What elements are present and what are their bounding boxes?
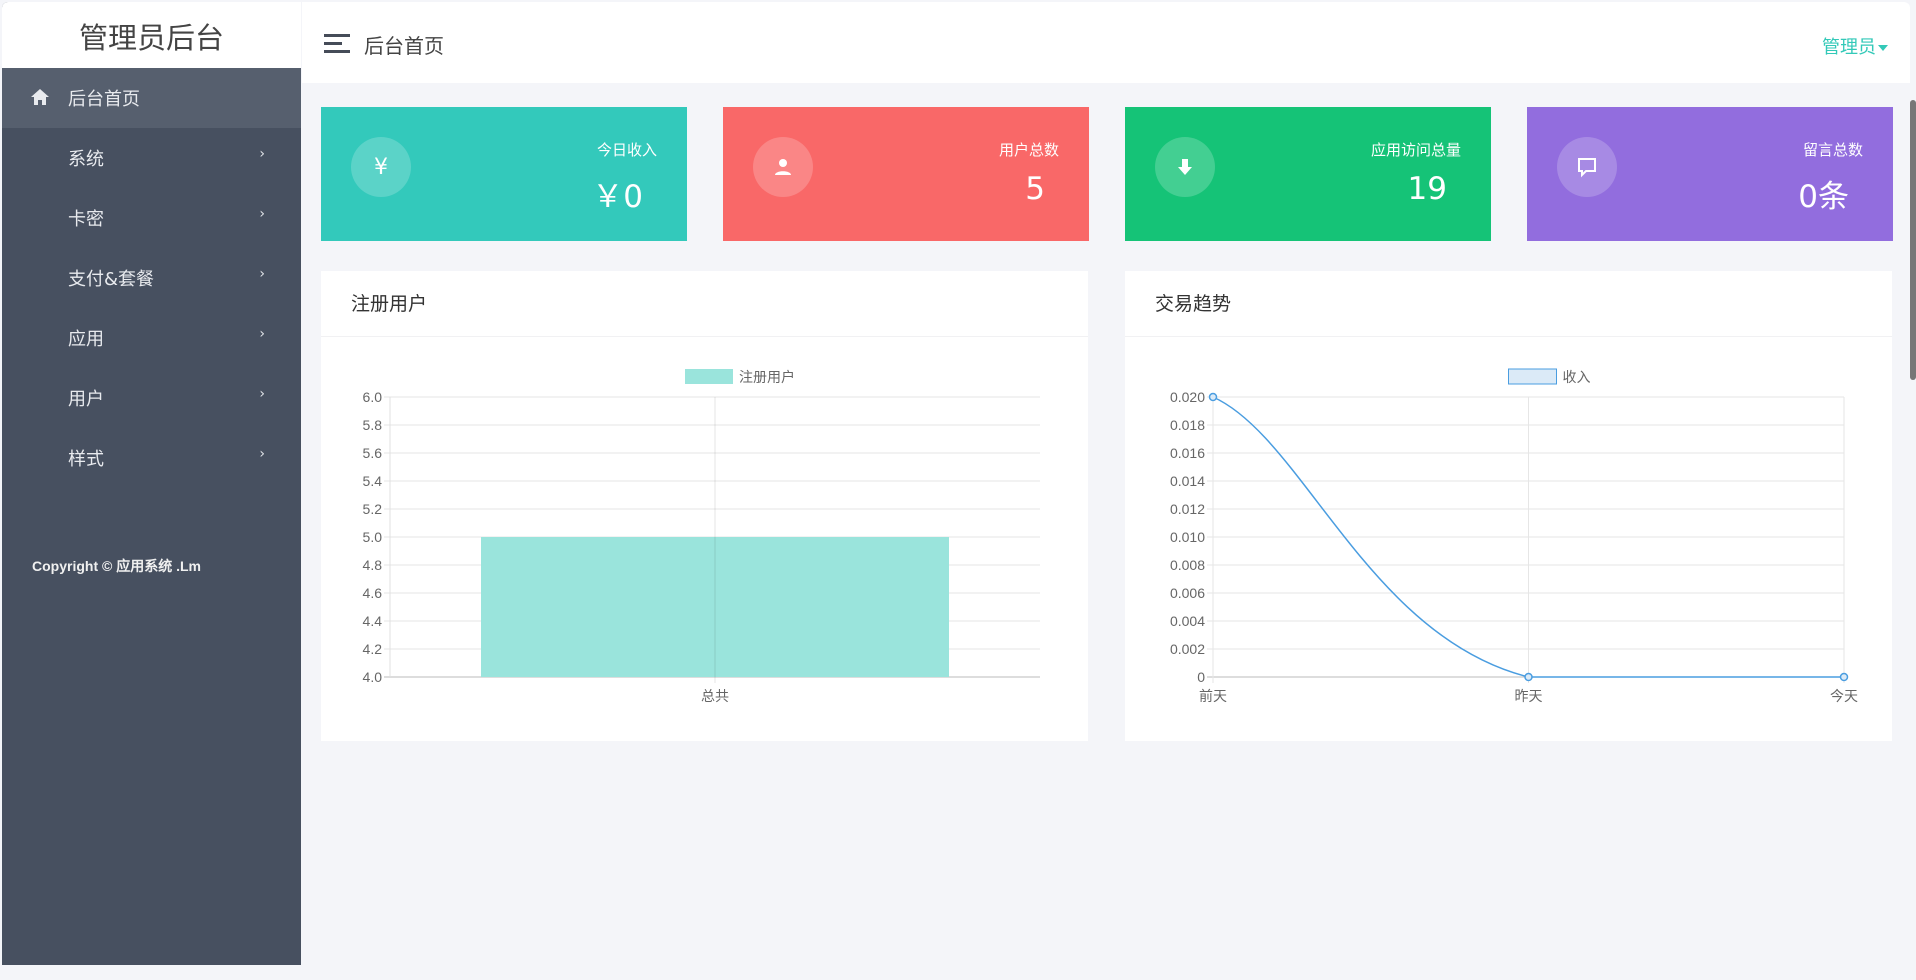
x-tick-label: 总共 [701, 688, 729, 704]
transaction-trend-panel: 交易趋势 0.020 0.018 0.016 0.014 0.012 0.010 0.008… [1125, 271, 1892, 741]
panel-title: 注册用户 [321, 271, 1088, 337]
download-icon [1155, 137, 1215, 197]
y-tick-label: 4.4 [363, 613, 383, 629]
home-icon [31, 89, 49, 105]
sidebar-item-cards[interactable]: 卡密 › [2, 188, 301, 248]
stat-card-income: ¥ 今日收入 ￥0 [321, 107, 687, 241]
x-tick-label: 前天 [1199, 688, 1227, 704]
data-point [1839, 672, 1849, 682]
user-dropdown[interactable]: 管理员 [1822, 33, 1888, 59]
sidebar-item-label: 样式 [68, 449, 104, 470]
y-tick-label: 0.020 [1170, 389, 1205, 405]
y-tick-label: 0.002 [1170, 641, 1205, 657]
y-tick-label: 0.018 [1170, 417, 1205, 433]
sidebar-item-styles[interactable]: 样式 › [2, 428, 301, 488]
panel-title: 交易趋势 [1125, 271, 1892, 337]
chevron-right-icon: › [259, 446, 265, 462]
stat-label: 留言总数 [1802, 141, 1863, 159]
bar [481, 537, 949, 677]
caret-down-icon [1878, 45, 1888, 51]
y-tick-label: 0.014 [1170, 473, 1205, 489]
sidebar-item-label: 系统 [68, 149, 104, 170]
y-tick-label: 4.2 [363, 641, 383, 657]
user-name: 管理员 [1822, 37, 1876, 58]
y-tick-label: 0.010 [1170, 529, 1205, 545]
stat-label: 应用访问总量 [1370, 141, 1461, 159]
header: 后台首页 管理员 [302, 2, 1910, 83]
transaction-trend-chart: 0.020 0.018 0.016 0.014 0.012 0.010 0.008 0.006… [1170, 368, 1858, 704]
brand-title: 管理员后台 [2, 2, 301, 68]
stat-card-visits: 应用访问总量 19 [1125, 107, 1491, 241]
y-tick-label: 0.008 [1170, 557, 1205, 573]
stat-value: ￥0 [592, 179, 643, 215]
x-tick-label: 昨天 [1515, 688, 1543, 704]
stat-value: 19 [1407, 171, 1447, 207]
chevron-right-icon: › [259, 386, 265, 402]
stat-value: 0条 [1798, 179, 1849, 215]
y-tick-label: 4.8 [363, 557, 383, 573]
registered-users-chart: 6.0 5.8 5.6 5.4 5.2 5.0 4.8 4.6 4.4 4.2 4.0 总共 注册用户 [363, 369, 1040, 704]
y-tick-label: 5.0 [363, 529, 383, 545]
registered-users-panel: 注册用户 6.0 5.8 5.6 5.4 5.2 5.0 4.8 4.6 4.4 4.2 4.0 总共… [321, 271, 1088, 741]
chevron-right-icon: › [259, 206, 265, 222]
user-icon [753, 137, 813, 197]
y-tick-label: 6.0 [363, 389, 383, 405]
sidebar-item-label: 用户 [68, 389, 104, 410]
data-point [1208, 392, 1218, 402]
sidebar-item-system[interactable]: 系统 › [2, 128, 301, 188]
sidebar: 管理员后台 后台首页 系统 › 卡密 › 支付&套餐 › 应用 › 用户 › 样式 › Co… [2, 2, 301, 965]
stat-card-messages: 留言总数 0条 [1527, 107, 1893, 241]
stat-card-users: 用户总数 5 [723, 107, 1089, 241]
legend-label: 注册用户 [739, 369, 795, 385]
x-tick-label: 今天 [1830, 688, 1858, 704]
series-line [1212, 396, 1844, 678]
scrollbar[interactable] [1910, 100, 1916, 380]
stat-label: 今日收入 [596, 141, 657, 159]
sidebar-item-users[interactable]: 用户 › [2, 368, 301, 428]
sidebar-item-payment[interactable]: 支付&套餐 › [2, 248, 301, 308]
sidebar-item-home[interactable]: 后台首页 [2, 68, 301, 128]
page-title: 后台首页 [364, 34, 444, 58]
menu-toggle-icon[interactable] [324, 34, 350, 53]
sidebar-item-label: 后台首页 [68, 89, 140, 110]
legend-swatch [685, 369, 733, 384]
data-point [1524, 672, 1533, 682]
yen-icon: ¥ [351, 137, 411, 197]
sidebar-item-label: 卡密 [68, 209, 104, 230]
sidebar-item-apps[interactable]: 应用 › [2, 308, 301, 368]
y-tick-label: 0.006 [1170, 585, 1205, 601]
y-tick-label: 5.6 [363, 445, 383, 461]
legend-swatch [1508, 368, 1557, 385]
chevron-right-icon: › [259, 146, 265, 162]
chevron-right-icon: › [259, 266, 265, 282]
y-tick-label: 0 [1197, 669, 1205, 685]
y-tick-label: 5.4 [363, 473, 383, 489]
y-tick-label: 0.012 [1170, 501, 1205, 517]
chevron-right-icon: › [259, 326, 265, 342]
sidebar-item-label: 应用 [68, 329, 104, 350]
y-tick-label: 0.004 [1170, 613, 1205, 629]
y-tick-label: 0.016 [1170, 445, 1205, 461]
y-tick-label: 4.6 [363, 585, 383, 601]
sidebar-item-label: 支付&套餐 [68, 269, 155, 290]
copyright: Copyright © 应用系统 .Lm [32, 558, 201, 574]
stat-label: 用户总数 [998, 141, 1059, 159]
y-tick-label: 4.0 [363, 669, 383, 685]
legend-label: 收入 [1563, 369, 1591, 385]
comment-icon [1557, 137, 1617, 197]
y-tick-label: 5.2 [363, 501, 383, 517]
y-tick-label: 5.8 [363, 417, 383, 433]
stat-value: 5 [1025, 171, 1045, 207]
